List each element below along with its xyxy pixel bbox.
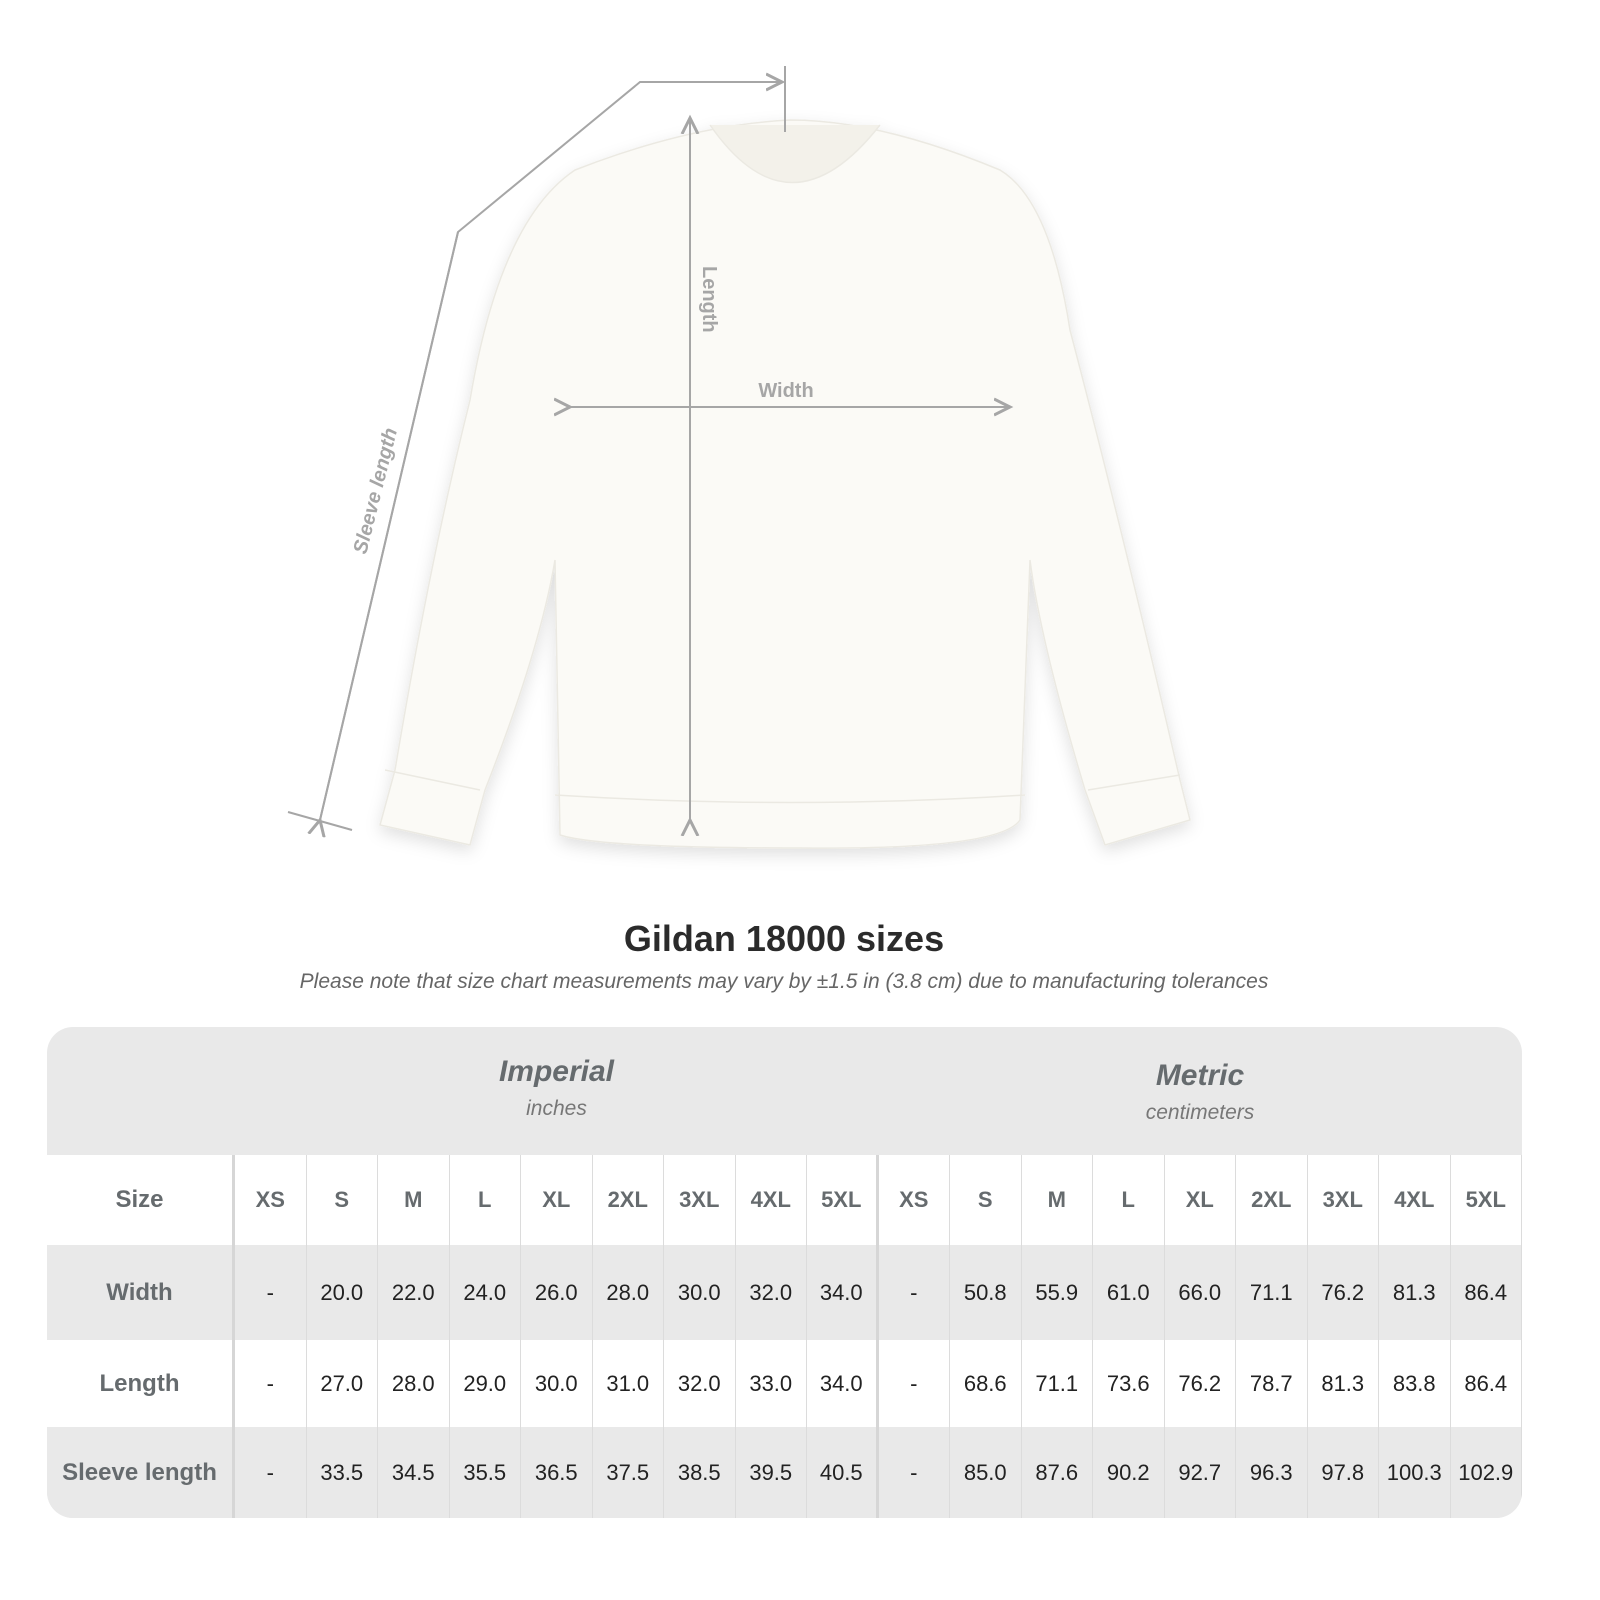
size-header-cell: 2XL [593,1155,664,1245]
value-cell: 85.0 [950,1427,1022,1518]
tolerance-note: Please note that size chart measurements… [299,970,1269,993]
size-header-cell: XS [879,1155,950,1245]
table-row: Sleeve length -33.5 34.5 35.5 36.5 37.5 38.5 39… [47,1427,1522,1518]
value-cell: 32.0 [664,1340,736,1427]
value-cell: 100.3 [1379,1427,1451,1518]
metric-unit: centimeters [1145,1101,1255,1124]
value-cell: 24.0 [450,1245,521,1340]
value-cell: - [235,1427,307,1518]
value-cell: 71.1 [1022,1340,1093,1427]
value-cell: 76.2 [1165,1340,1236,1427]
value-cell: 32.0 [736,1245,807,1340]
length-label: Length [698,266,720,333]
value-cell: 37.5 [593,1427,664,1518]
value-cell: 86.4 [1451,1340,1522,1427]
value-cell: 102.9 [1451,1427,1522,1518]
size-header-cell: 3XL [1308,1155,1379,1245]
dimension-lines [287,66,1010,830]
value-cell: 33.0 [736,1340,807,1427]
value-cell: 92.7 [1165,1427,1236,1518]
imperial-unit: inches [526,1097,587,1120]
value-cell: 39.5 [736,1427,807,1518]
value-cell: 20.0 [307,1245,378,1340]
value-cell: 34.0 [807,1340,879,1427]
size-header-cell: 2XL [1236,1155,1308,1245]
value-cell: 71.1 [1236,1245,1308,1340]
value-cell: 83.8 [1379,1340,1451,1427]
value-cell: - [879,1245,950,1340]
table-row: Width -20.0 22.0 24.0 26.0 28.0 30.0 32.0 34.0-5… [47,1245,1522,1340]
size-label: Size [47,1155,235,1245]
value-cell: - [879,1427,950,1518]
size-header-cell: XL [521,1155,593,1245]
value-cell: 55.9 [1022,1245,1093,1340]
imperial-header: Imperial inches [235,1027,878,1155]
value-cell: 30.0 [521,1340,593,1427]
value-cell: 97.8 [1308,1427,1379,1518]
sweatshirt-image [379,119,1191,849]
sweatshirt-diagram: Length Width Sleeve length [287,66,1191,849]
size-header-cell: M [1022,1155,1093,1245]
size-header-cell: 4XL [1379,1155,1451,1245]
value-cell: 36.5 [521,1427,593,1518]
size-header-cell: L [1093,1155,1165,1245]
value-cell: 34.0 [807,1245,879,1340]
sleeve-length-label: Sleeve length [350,426,403,556]
value-cell: 22.0 [378,1245,450,1340]
value-cell: 29.0 [450,1340,521,1427]
value-cell: 50.8 [950,1245,1022,1340]
value-cell: 28.0 [593,1245,664,1340]
size-header-cell: 3XL [664,1155,736,1245]
imperial-title: Imperial [498,1055,615,1088]
value-cell: 31.0 [593,1340,664,1427]
value-cell: 35.5 [450,1427,521,1518]
value-cell: 76.2 [1308,1245,1379,1340]
size-header-row: Size XS S M L XL 2XL 3XL 4XL 5XL XS S M L XL 2XL 3XL 4XL 5… [47,1155,1522,1245]
value-cell: 81.3 [1308,1340,1379,1427]
value-cell: 96.3 [1236,1427,1308,1518]
value-cell: - [879,1340,950,1427]
size-header-cell: 5XL [1451,1155,1522,1245]
value-cell: 30.0 [664,1245,736,1340]
page-title: Gildan 18000 sizes [623,918,945,959]
value-cell: 78.7 [1236,1340,1308,1427]
metric-title: Metric [1155,1059,1245,1092]
size-header-cell: XL [1165,1155,1236,1245]
size-header-cell: M [378,1155,450,1245]
value-cell: 90.2 [1093,1427,1165,1518]
value-cell: - [235,1245,307,1340]
row-label: Length [47,1340,235,1427]
row-label: Width [47,1245,235,1340]
row-label: Sleeve length [47,1427,235,1518]
size-header-cell: S [950,1155,1022,1245]
value-cell: 86.4 [1451,1245,1522,1340]
size-header-cell: 5XL [807,1155,879,1245]
table-row: Length -27.0 28.0 29.0 30.0 31.0 32.0 33.0 34.0-… [47,1340,1522,1427]
value-cell: 27.0 [307,1340,378,1427]
value-cell: - [235,1340,307,1427]
value-cell: 40.5 [807,1427,879,1518]
value-cell: 33.5 [307,1427,378,1518]
value-cell: 28.0 [378,1340,450,1427]
value-cell: 34.5 [378,1427,450,1518]
size-header-cell: 4XL [736,1155,807,1245]
metric-header: Metric centimeters [878,1027,1522,1155]
value-cell: 68.6 [950,1340,1022,1427]
size-header-cell: S [307,1155,378,1245]
value-cell: 61.0 [1093,1245,1165,1340]
value-cell: 26.0 [521,1245,593,1340]
value-cell: 38.5 [664,1427,736,1518]
size-header-cell: L [450,1155,521,1245]
width-label: Width [758,380,813,402]
size-table: Imperial inches Metric centimeters Size X… [47,1027,1522,1518]
size-header-cell: XS [235,1155,307,1245]
value-cell: 81.3 [1379,1245,1451,1340]
value-cell: 87.6 [1022,1427,1093,1518]
value-cell: 66.0 [1165,1245,1236,1340]
value-cell: 73.6 [1093,1340,1165,1427]
